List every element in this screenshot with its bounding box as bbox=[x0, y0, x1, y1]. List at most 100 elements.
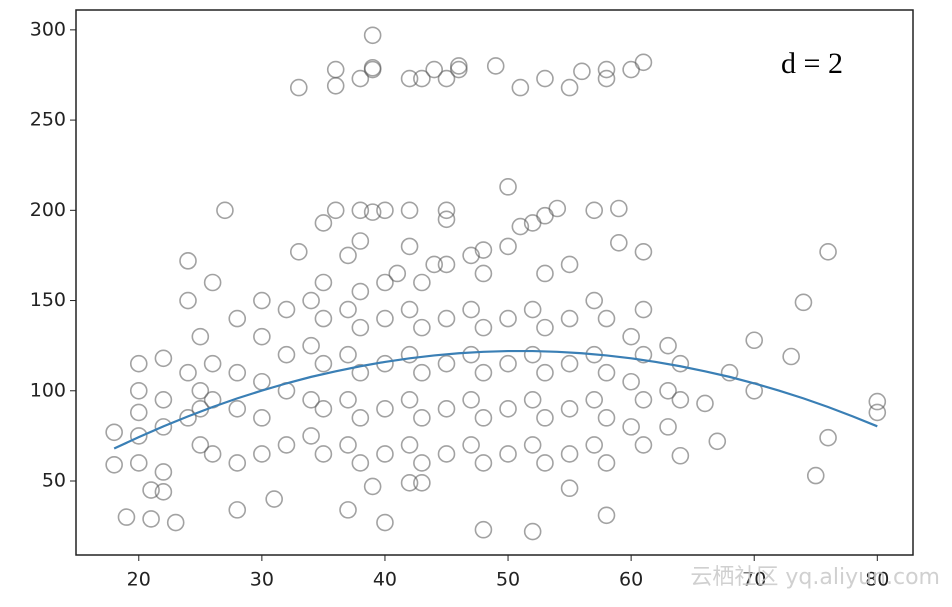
scatter-point bbox=[597, 506, 616, 525]
scatter-point bbox=[634, 436, 653, 454]
scatter-point bbox=[659, 381, 677, 400]
scatter-point bbox=[314, 354, 333, 373]
scatter-point bbox=[302, 391, 320, 409]
scatter-point bbox=[129, 381, 148, 400]
watermark: 云栖社区 yq.aliyun.com bbox=[690, 565, 940, 590]
scatter-point bbox=[363, 477, 382, 496]
scatter-point bbox=[179, 409, 197, 427]
scatter-point bbox=[216, 201, 234, 220]
scatter-point bbox=[179, 363, 197, 382]
scatter-point bbox=[302, 427, 320, 445]
scatter-point bbox=[782, 347, 800, 366]
scatter-point bbox=[253, 327, 271, 346]
scatter-point bbox=[806, 466, 825, 485]
scatter-point bbox=[253, 372, 271, 391]
scatter-point bbox=[437, 255, 456, 274]
scatter-point bbox=[597, 363, 616, 382]
scatter-point bbox=[179, 291, 197, 310]
scatter-point bbox=[462, 436, 480, 454]
scatter-point bbox=[425, 60, 443, 79]
scatter-point bbox=[523, 391, 542, 409]
scatter-point bbox=[474, 520, 493, 539]
scatter-point bbox=[179, 252, 197, 270]
scatter-point bbox=[597, 454, 616, 472]
scatter-point bbox=[536, 69, 554, 88]
scatter-point bbox=[400, 474, 419, 492]
scatter-point bbox=[326, 76, 345, 95]
scatter-point bbox=[499, 309, 517, 328]
scatter-point bbox=[585, 201, 604, 220]
scatter-point bbox=[511, 217, 530, 236]
scatter-point bbox=[610, 199, 628, 218]
scatter-point bbox=[129, 403, 148, 422]
scatter-point bbox=[536, 264, 554, 283]
scatter-point bbox=[117, 508, 136, 526]
scatter-point bbox=[203, 273, 222, 292]
scatter-point bbox=[302, 336, 320, 355]
scatter-point bbox=[585, 291, 604, 310]
scatter-point bbox=[376, 400, 394, 418]
scatter-point bbox=[634, 243, 653, 261]
scatter-point bbox=[339, 300, 357, 319]
scatter-point bbox=[228, 400, 247, 418]
scatter-point bbox=[622, 327, 640, 346]
scatter-point bbox=[376, 309, 394, 328]
scatter-point bbox=[142, 510, 160, 528]
scatter-point bbox=[351, 201, 370, 220]
scatter-point bbox=[560, 354, 579, 373]
plot-frame bbox=[75, 9, 914, 556]
x-tick-label: 70 bbox=[742, 569, 766, 591]
scatter-point bbox=[560, 309, 579, 328]
scatter-point bbox=[536, 206, 554, 225]
y-tick-label: 100 bbox=[30, 379, 66, 401]
scatter-point bbox=[437, 201, 456, 220]
scatter-point bbox=[351, 363, 370, 382]
scatter-point bbox=[277, 345, 296, 364]
scatter-point bbox=[339, 345, 357, 364]
scatter-point bbox=[437, 69, 456, 88]
scatter-point bbox=[499, 354, 517, 373]
scatter-point bbox=[536, 318, 554, 337]
scatter-point bbox=[425, 255, 443, 274]
scatter-point bbox=[499, 445, 517, 463]
y-tick-label: 300 bbox=[30, 18, 66, 40]
scatter-point bbox=[499, 400, 517, 418]
scatter-point bbox=[105, 455, 123, 474]
scatter-point bbox=[154, 349, 173, 368]
scatter-point bbox=[314, 309, 333, 328]
scatter-point bbox=[191, 327, 210, 346]
scatter-point bbox=[585, 436, 604, 454]
scatter-point bbox=[634, 345, 653, 364]
scatter-point bbox=[671, 446, 690, 465]
scatter-point bbox=[437, 210, 456, 229]
scatter-point bbox=[228, 309, 247, 328]
scatter-point bbox=[351, 454, 370, 472]
x-tick-label: 60 bbox=[619, 569, 643, 591]
y-tick-label: 50 bbox=[42, 470, 66, 492]
scatter-point bbox=[400, 237, 419, 256]
scatter-point bbox=[474, 241, 493, 259]
scatter-point bbox=[351, 232, 370, 250]
scatter-point bbox=[597, 69, 616, 88]
scatter-point bbox=[363, 26, 382, 45]
scatter-point bbox=[351, 69, 370, 88]
scatter-point bbox=[745, 331, 764, 350]
scatter-point bbox=[634, 391, 653, 409]
scatter-point bbox=[819, 428, 837, 447]
scatter-point bbox=[622, 60, 640, 79]
scatter-point bbox=[659, 418, 677, 436]
scatter-point bbox=[437, 445, 456, 463]
scatter-point bbox=[560, 400, 579, 418]
y-tick-label: 150 bbox=[30, 289, 66, 311]
scatter-point bbox=[597, 60, 616, 79]
scatter-point bbox=[191, 436, 210, 454]
scatter-point bbox=[622, 372, 640, 391]
scatter-point bbox=[314, 214, 333, 232]
scatter-point bbox=[511, 78, 530, 97]
scatter-point bbox=[253, 409, 271, 427]
scatter-point bbox=[437, 354, 456, 373]
scatter-point bbox=[277, 300, 296, 319]
scatter-point bbox=[191, 381, 210, 400]
scatter-point bbox=[413, 318, 431, 337]
